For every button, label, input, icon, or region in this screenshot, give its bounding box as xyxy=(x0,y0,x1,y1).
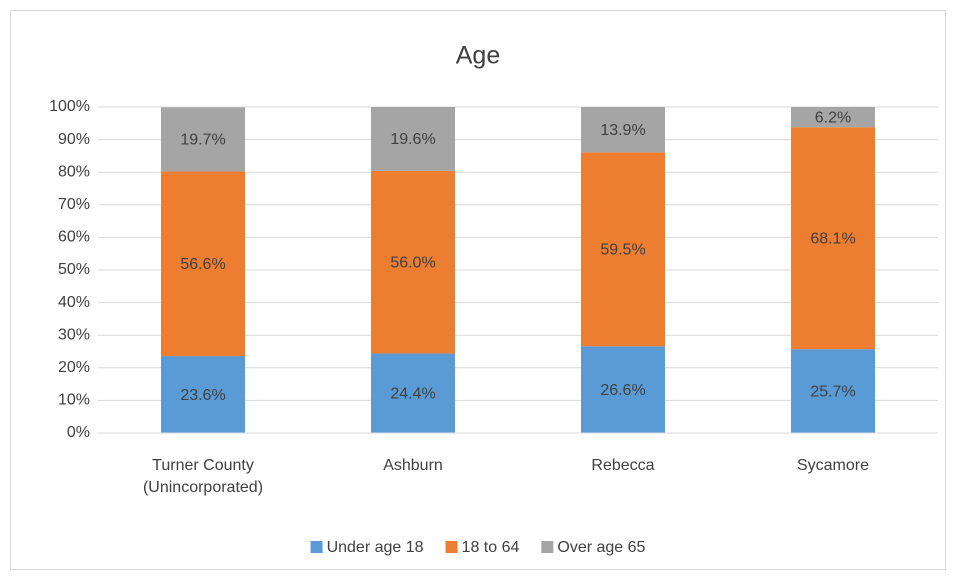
data-label: 19.7% xyxy=(180,132,225,149)
y-tick-label: 0% xyxy=(67,424,90,441)
bar-segment xyxy=(581,107,665,153)
data-label: 23.6% xyxy=(180,387,225,404)
legend-swatch xyxy=(445,541,458,553)
bar-segment xyxy=(371,107,455,171)
legend-label: Over age 65 xyxy=(557,539,645,556)
y-tick-label: 40% xyxy=(58,294,90,311)
legend-swatch xyxy=(310,541,323,553)
y-tick-label: 70% xyxy=(58,196,90,213)
data-label: 13.9% xyxy=(600,122,645,139)
x-tick-label-box: Turner County (Unincorporated) xyxy=(142,457,264,496)
legend-swatch xyxy=(541,541,554,553)
legend-item: 18 to 64 xyxy=(445,539,520,556)
data-label: 56.6% xyxy=(180,256,225,273)
bar-segment xyxy=(581,152,665,347)
x-tick-label: Turner County (Unincorporated) xyxy=(142,457,264,496)
legend-item: Under age 18 xyxy=(310,539,424,556)
x-tick-label-box: Sycamore xyxy=(796,457,870,474)
data-label: 68.1% xyxy=(810,230,855,247)
legend-label: Under age 18 xyxy=(327,539,424,556)
data-label: 19.6% xyxy=(390,131,435,148)
x-tick-label-box: Rebecca xyxy=(591,457,655,474)
data-label: 25.7% xyxy=(810,383,855,400)
y-tick-label: 100% xyxy=(49,98,90,115)
legend-label: 18 to 64 xyxy=(462,539,520,556)
bar-segment xyxy=(791,127,875,350)
y-tick-label: 50% xyxy=(58,261,90,278)
y-tick-label: 60% xyxy=(58,229,90,246)
x-tick-label: Ashburn xyxy=(383,457,443,474)
bar-segment xyxy=(581,346,665,433)
y-tick-label: 90% xyxy=(58,131,90,148)
bar-segment xyxy=(161,107,245,172)
x-tick-label: Rebecca xyxy=(591,457,655,474)
x-tick-label-box: Ashburn xyxy=(383,457,443,474)
y-tick-label: 80% xyxy=(58,163,90,180)
data-label: 26.6% xyxy=(600,382,645,399)
y-tick-label: 30% xyxy=(58,326,90,343)
bar-segment xyxy=(371,353,455,433)
bar-segment xyxy=(791,107,875,128)
data-label: 59.5% xyxy=(600,242,645,259)
y-tick-label: 10% xyxy=(58,392,90,409)
bar-segment xyxy=(161,171,245,357)
legend-item: Over age 65 xyxy=(541,539,646,556)
y-tick-label: 20% xyxy=(58,359,90,376)
bar-segment xyxy=(791,349,875,433)
bar-segment xyxy=(371,170,455,354)
data-label: 24.4% xyxy=(390,385,435,402)
data-label: 6.2% xyxy=(815,109,851,126)
x-tick-label: Sycamore xyxy=(796,457,870,474)
data-label: 56.0% xyxy=(390,254,435,271)
bar-segment xyxy=(161,356,245,433)
chart-title: Age xyxy=(456,42,500,70)
